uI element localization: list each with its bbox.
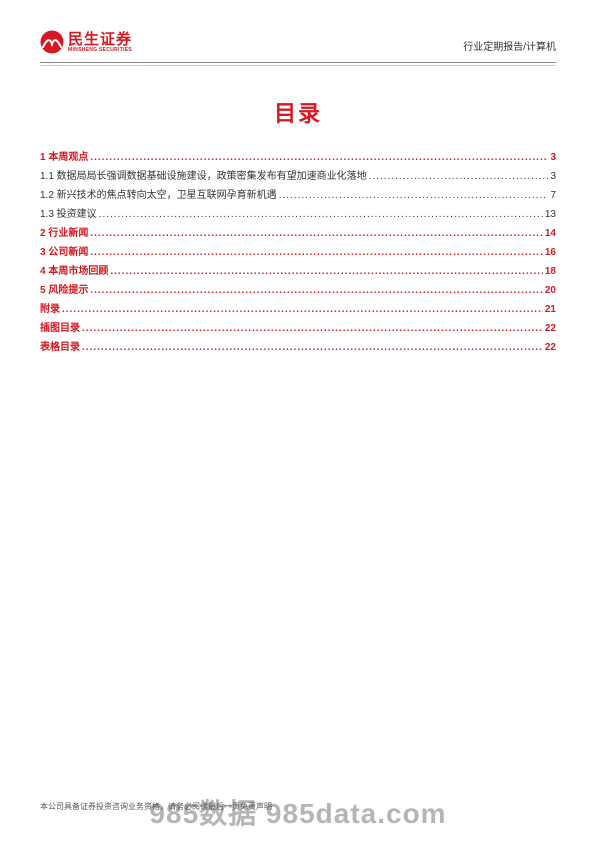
toc-entry-page: 20: [545, 283, 556, 298]
toc-dot-leader: ........................................…: [82, 340, 543, 355]
page-title: 目录: [40, 96, 556, 128]
footer-disclaimer: 本公司具备证券投资咨询业务资格，请务必阅读最后一页免责声明: [40, 802, 272, 811]
toc-entry: 1.1 数据局局长强调数据基础设施建设，政策密集发布有望加速商业化落地.....…: [40, 169, 556, 184]
toc-dot-leader: ........................................…: [110, 264, 543, 279]
toc-entry-label: 1 本周观点: [40, 150, 88, 165]
toc-entry-label: 3 公司新闻: [40, 245, 88, 260]
brand-name-cn: 民生证券: [68, 32, 132, 47]
toc-dot-leader: ........................................…: [369, 169, 549, 184]
toc-entry-page: 21: [545, 302, 556, 317]
toc-dot-leader: ........................................…: [90, 226, 543, 241]
toc-dot-leader: ........................................…: [82, 321, 543, 336]
toc-dot-leader: ........................................…: [99, 207, 543, 222]
toc-entry-label: 1.3 投资建议: [40, 207, 97, 222]
document-page: 民生证券 MINSHENG SECURITIES 行业定期报告/计算机 目录 1…: [0, 0, 596, 842]
toc-entry: 1.2 新兴技术的焦点转向太空，卫星互联网孕育新机遇..............…: [40, 188, 556, 203]
header-category: 行业定期报告/计算机: [463, 38, 556, 53]
header-divider-thin: [40, 65, 556, 66]
toc-entry-page: 3: [550, 169, 556, 184]
toc-dot-leader: ........................................…: [62, 302, 543, 317]
toc-entry-page: 13: [545, 207, 556, 222]
toc-entry-page: 22: [545, 340, 556, 355]
toc-entry-label: 5 风险提示: [40, 283, 88, 298]
logo-icon: [40, 30, 64, 54]
toc-dot-leader: ........................................…: [279, 188, 549, 203]
toc-entry: 1 本周观点..................................…: [40, 150, 556, 165]
toc-entry: 5 风险提示..................................…: [40, 283, 556, 298]
toc-entry-label: 表格目录: [40, 340, 80, 355]
toc-entry: 3 公司新闻..................................…: [40, 245, 556, 260]
page-footer: 本公司具备证券投资咨询业务资格，请务必阅读最后一页免责声明: [40, 796, 556, 814]
toc-entry-page: 16: [545, 245, 556, 260]
toc-entry: 2 行业新闻..................................…: [40, 226, 556, 241]
toc-entry-page: 22: [545, 321, 556, 336]
toc-entry-label: 1.2 新兴技术的焦点转向太空，卫星互联网孕育新机遇: [40, 188, 277, 203]
toc-entry: 表格目录....................................…: [40, 340, 556, 355]
toc-entry: 插图目录....................................…: [40, 321, 556, 336]
toc-entry-page: 7: [550, 188, 556, 203]
toc-dot-leader: ........................................…: [90, 150, 548, 165]
toc-entry: 4 本周市场回顾................................…: [40, 264, 556, 279]
header-divider: [40, 62, 556, 63]
table-of-contents: 1 本周观点..................................…: [40, 150, 556, 355]
toc-entry-label: 附录: [40, 302, 60, 317]
brand-name-en: MINSHENG SECURITIES: [68, 48, 132, 53]
toc-entry: 1.3 投资建议................................…: [40, 207, 556, 222]
toc-entry-label: 插图目录: [40, 321, 80, 336]
toc-entry-page: 18: [545, 264, 556, 279]
toc-entry: 附录......................................…: [40, 302, 556, 317]
toc-dot-leader: ........................................…: [90, 283, 543, 298]
toc-entry-page: 3: [550, 150, 556, 165]
toc-entry-page: 14: [545, 226, 556, 241]
brand-logo: 民生证券 MINSHENG SECURITIES: [40, 30, 132, 54]
toc-entry-label: 2 行业新闻: [40, 226, 88, 241]
toc-entry-label: 1.1 数据局局长强调数据基础设施建设，政策密集发布有望加速商业化落地: [40, 169, 367, 184]
page-header: 民生证券 MINSHENG SECURITIES 行业定期报告/计算机: [40, 30, 556, 54]
toc-entry-label: 4 本周市场回顾: [40, 264, 108, 279]
logo-text-block: 民生证券 MINSHENG SECURITIES: [68, 32, 132, 53]
toc-dot-leader: ........................................…: [90, 245, 543, 260]
